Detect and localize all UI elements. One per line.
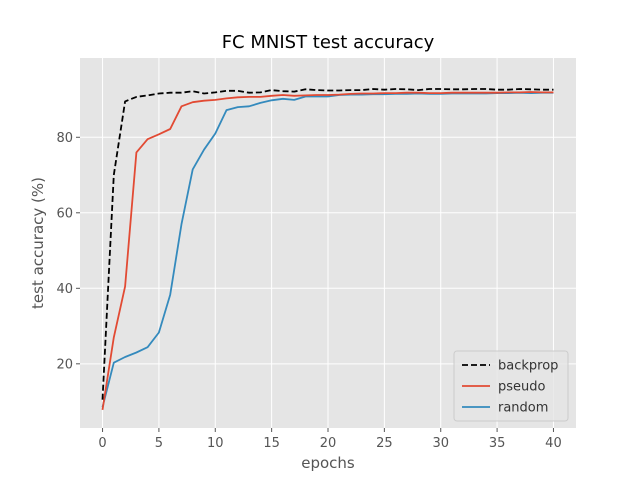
x-tick-label: 20 — [320, 436, 337, 451]
legend: backprop pseudo random — [453, 350, 569, 422]
x-axis-label: epochs — [301, 454, 355, 472]
x-tick-label: 35 — [489, 436, 506, 451]
x-tick-label: 0 — [98, 436, 106, 451]
legend-label-backprop: backprop — [498, 359, 558, 374]
x-tick-label: 5 — [155, 436, 163, 451]
series-line-backprop — [101, 88, 554, 400]
y-axis-label: test accuracy (%) — [29, 177, 47, 309]
x-tick-label: 30 — [432, 436, 449, 451]
x-tick-label: 15 — [263, 436, 280, 451]
legend-box — [453, 350, 569, 422]
legend-label-pseudo: pseudo — [498, 380, 546, 395]
y-tick-label: 80 — [56, 131, 73, 146]
x-tick-label: 25 — [376, 436, 393, 451]
series-layer — [101, 88, 554, 411]
chart-title: FC MNIST test accuracy — [222, 32, 435, 53]
y-tick-label: 20 — [56, 357, 73, 372]
tick-layer: 0 5 10 15 20 25 30 35 40 20 40 60 80 — [56, 131, 561, 451]
legend-label-random: random — [498, 401, 548, 416]
y-tick-label: 60 — [56, 206, 73, 221]
y-tick-label: 40 — [56, 282, 73, 297]
x-tick-label: 10 — [207, 436, 224, 451]
x-tick-label: 40 — [545, 436, 562, 451]
series-line-pseudo — [101, 91, 554, 411]
